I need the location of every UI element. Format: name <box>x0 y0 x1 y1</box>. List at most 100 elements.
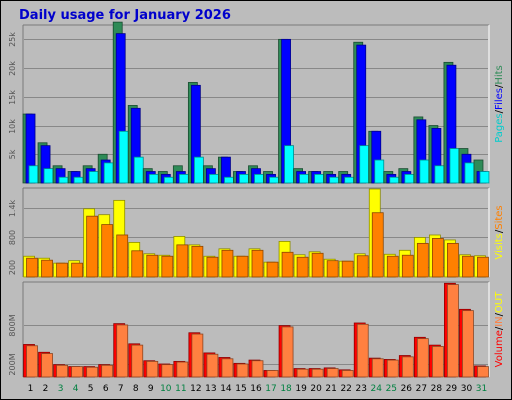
bar-out-day-22 <box>341 370 354 378</box>
day-label-23: 23 <box>356 384 367 394</box>
day-label-13: 13 <box>205 384 216 394</box>
bar-out-day-10 <box>161 364 174 378</box>
panel-1-legend-label: Visits/Sites <box>494 205 505 259</box>
bar-sites-day-28 <box>431 238 444 278</box>
legend-part-slash: / <box>494 229 505 233</box>
day-label-5: 5 <box>88 384 94 394</box>
bar-sites-day-10 <box>161 255 174 278</box>
bar-sites-day-8 <box>131 250 144 278</box>
bar-out-day-17 <box>266 370 279 378</box>
day-label-14: 14 <box>220 384 232 394</box>
bar-out-day-14 <box>221 358 234 378</box>
bar-sites-day-3 <box>56 262 68 278</box>
day-label-10: 10 <box>160 384 172 394</box>
day-label-31: 31 <box>476 384 487 394</box>
legend-part-volume: Volume <box>494 330 505 367</box>
panel-0-y-tick-label: 10k <box>8 119 17 134</box>
bar-sites-day-16 <box>251 249 264 278</box>
bar-out-day-8 <box>131 344 144 378</box>
day-label-18: 18 <box>280 384 292 394</box>
bar-pages-day-24 <box>374 159 385 184</box>
bar-pages-day-26 <box>404 173 415 184</box>
panel-1-y-tick-label: 800 <box>8 230 17 245</box>
bar-pages-day-10 <box>163 176 174 184</box>
bar-out-day-23 <box>356 323 369 378</box>
day-label-15: 15 <box>235 384 246 394</box>
day-label-27: 27 <box>416 384 427 394</box>
bar-pages-day-14 <box>224 176 234 184</box>
bar-sites-day-13 <box>206 256 219 278</box>
legend-part-sites: Sites <box>494 205 505 229</box>
bar-sites-day-21 <box>326 260 339 278</box>
bar-sites-day-2 <box>41 259 53 278</box>
day-label-8: 8 <box>133 384 139 394</box>
bar-sites-day-7 <box>116 234 129 278</box>
panel-2-y-tick-label: 800M <box>8 314 17 336</box>
panel-1-y-tick-label: 1.4k <box>8 199 17 217</box>
bar-pages-day-16 <box>254 173 264 184</box>
bar-out-day-18 <box>281 326 294 378</box>
day-label-7: 7 <box>118 384 124 394</box>
bar-sites-day-5 <box>86 215 99 278</box>
bar-pages-day-13 <box>208 173 219 184</box>
bar-pages-day-23 <box>359 145 370 184</box>
day-label-25: 25 <box>386 384 397 394</box>
bar-out-day-24 <box>371 358 384 378</box>
bar-out-day-27 <box>416 338 429 378</box>
bar-pages-day-30 <box>464 162 475 184</box>
bar-pages-day-3 <box>58 176 69 184</box>
bar-sites-day-19 <box>296 256 309 278</box>
bar-out-day-19 <box>296 368 309 378</box>
legend-part-slash: / <box>494 312 505 316</box>
bar-pages-day-12 <box>193 156 204 184</box>
panel-0-legend-label: Pages/Files/Hits <box>494 65 505 143</box>
bar-sites-day-4 <box>71 262 84 278</box>
legend-part-hits: Hits <box>494 65 505 84</box>
bar-out-day-12 <box>191 333 204 378</box>
bar-out-day-6 <box>101 364 114 378</box>
bar-pages-day-15 <box>239 173 249 184</box>
bar-out-day-3 <box>56 364 68 378</box>
bar-pages-day-7 <box>118 130 129 184</box>
bar-pages-day-18 <box>284 145 294 184</box>
bar-sites-day-23 <box>356 255 369 278</box>
bar-pages-day-28 <box>434 165 445 184</box>
bar-out-day-21 <box>326 368 339 378</box>
day-label-24: 24 <box>371 384 383 394</box>
day-label-6: 6 <box>103 384 109 394</box>
day-label-29: 29 <box>446 384 458 394</box>
bar-sites-day-14 <box>221 249 234 278</box>
day-label-11: 11 <box>175 384 186 394</box>
panel-1-y-tick-label: 200 <box>8 260 17 275</box>
panel-0-y-tick-label: 5k <box>8 149 17 159</box>
bar-out-day-4 <box>71 366 84 378</box>
panel-0-y-tick-label: 20k <box>8 61 17 76</box>
day-label-30: 30 <box>461 384 473 394</box>
bar-sites-day-20 <box>311 252 324 278</box>
bar-pages-day-31 <box>479 171 490 184</box>
legend-part-pages: Pages <box>494 113 505 142</box>
bar-sites-day-1 <box>26 257 38 278</box>
bar-sites-day-6 <box>101 224 114 278</box>
day-label-3: 3 <box>58 384 64 394</box>
bar-out-day-5 <box>86 366 99 378</box>
bar-out-day-28 <box>431 346 444 378</box>
day-label-21: 21 <box>325 384 336 394</box>
panel-2-y-tick-label: 200M <box>8 353 17 375</box>
bar-sites-day-12 <box>191 245 204 278</box>
bar-sites-day-29 <box>447 242 459 278</box>
bar-pages-day-1 <box>28 165 39 184</box>
bar-pages-day-5 <box>88 171 99 184</box>
bar-pages-day-20 <box>314 173 325 184</box>
bar-sites-day-22 <box>341 260 354 278</box>
day-label-26: 26 <box>401 384 413 394</box>
chart-title: Daily usage for January 2026 <box>19 8 231 23</box>
panel-2-legend-label: Volume/IN/OUT <box>494 291 505 368</box>
bar-pages-day-19 <box>299 173 310 184</box>
bar-out-day-1 <box>26 345 38 378</box>
bar-out-day-15 <box>236 363 249 378</box>
legend-part-slash: / <box>494 326 505 330</box>
bar-pages-day-6 <box>103 162 114 184</box>
legend-part-out: OUT <box>494 291 505 313</box>
bar-sites-day-25 <box>386 255 399 278</box>
